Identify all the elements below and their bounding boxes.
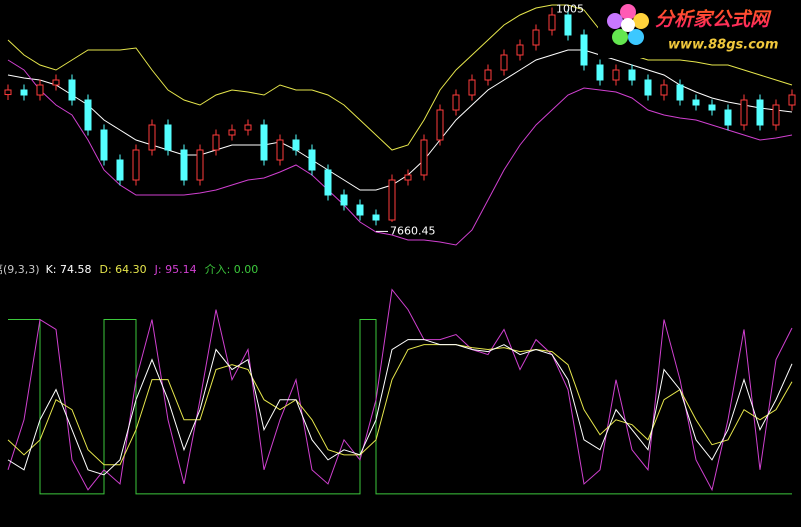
logo-url: www.88gs.com <box>668 38 778 53</box>
legend-entry: K: 74.58 <box>46 263 92 276</box>
candle-body <box>452 94 460 111</box>
candle-body <box>20 89 28 96</box>
line <box>7 339 793 476</box>
logo-title: 分析家公式网 <box>655 9 772 31</box>
candle-body <box>276 139 284 161</box>
candle-body <box>340 194 348 206</box>
candle-body <box>292 139 300 151</box>
candle-body <box>196 149 204 181</box>
logo-icon <box>607 4 649 45</box>
candle-body <box>356 204 364 216</box>
candle-body <box>68 79 76 101</box>
candle-body <box>372 214 380 221</box>
line <box>8 319 792 495</box>
candle-body <box>484 69 492 81</box>
legend-entry: J: 95.14 <box>154 263 197 276</box>
candle-body <box>228 129 236 136</box>
indicator-title: 离(9,3,3) <box>0 262 40 276</box>
line <box>7 4 793 151</box>
candle-body <box>212 134 220 151</box>
legend-entry: 介入: 0.00 <box>205 263 259 276</box>
candle-body <box>404 174 412 181</box>
candle-body <box>756 99 764 126</box>
candle-body <box>724 109 732 126</box>
logo: 分析家公式网 www.88gs.com <box>598 0 801 58</box>
candle-body <box>260 124 268 161</box>
candle-body <box>116 159 124 181</box>
candle-body <box>564 14 572 36</box>
candle-body <box>308 149 316 171</box>
candle-body <box>52 79 60 86</box>
candle-body <box>772 104 780 126</box>
candle-body <box>628 69 636 81</box>
candle-body <box>132 149 140 181</box>
candle-body <box>420 139 428 176</box>
candle-body <box>180 149 188 181</box>
candle-body <box>436 109 444 141</box>
line <box>7 344 793 466</box>
candle-body <box>324 169 332 196</box>
candle-body <box>548 14 556 31</box>
candle-body <box>676 84 684 101</box>
candle-body <box>740 99 748 126</box>
candle-body <box>164 124 172 151</box>
candle-body <box>532 29 540 46</box>
candle-body <box>612 69 620 81</box>
candle-body <box>580 34 588 66</box>
candle-body <box>708 104 716 111</box>
candle-body <box>500 54 508 71</box>
line <box>7 288 793 492</box>
candle-body <box>36 84 44 96</box>
line <box>7 59 793 246</box>
candle-body <box>468 79 476 96</box>
candle-body <box>516 44 524 56</box>
candle-body <box>84 99 92 131</box>
candle-body <box>692 99 700 106</box>
candle-body <box>100 129 108 161</box>
candle-body <box>148 124 156 151</box>
candle-body <box>644 79 652 96</box>
legend-entry: D: 64.30 <box>100 263 147 276</box>
annotation: 7660.45 <box>390 224 436 237</box>
candle-body <box>596 64 604 81</box>
candle-body <box>388 179 396 221</box>
annotation: 1005 <box>556 2 584 15</box>
line <box>7 49 793 191</box>
candle-body <box>660 84 668 96</box>
candle-body <box>4 89 12 96</box>
candle-body <box>244 124 252 131</box>
candle-body <box>788 94 796 106</box>
